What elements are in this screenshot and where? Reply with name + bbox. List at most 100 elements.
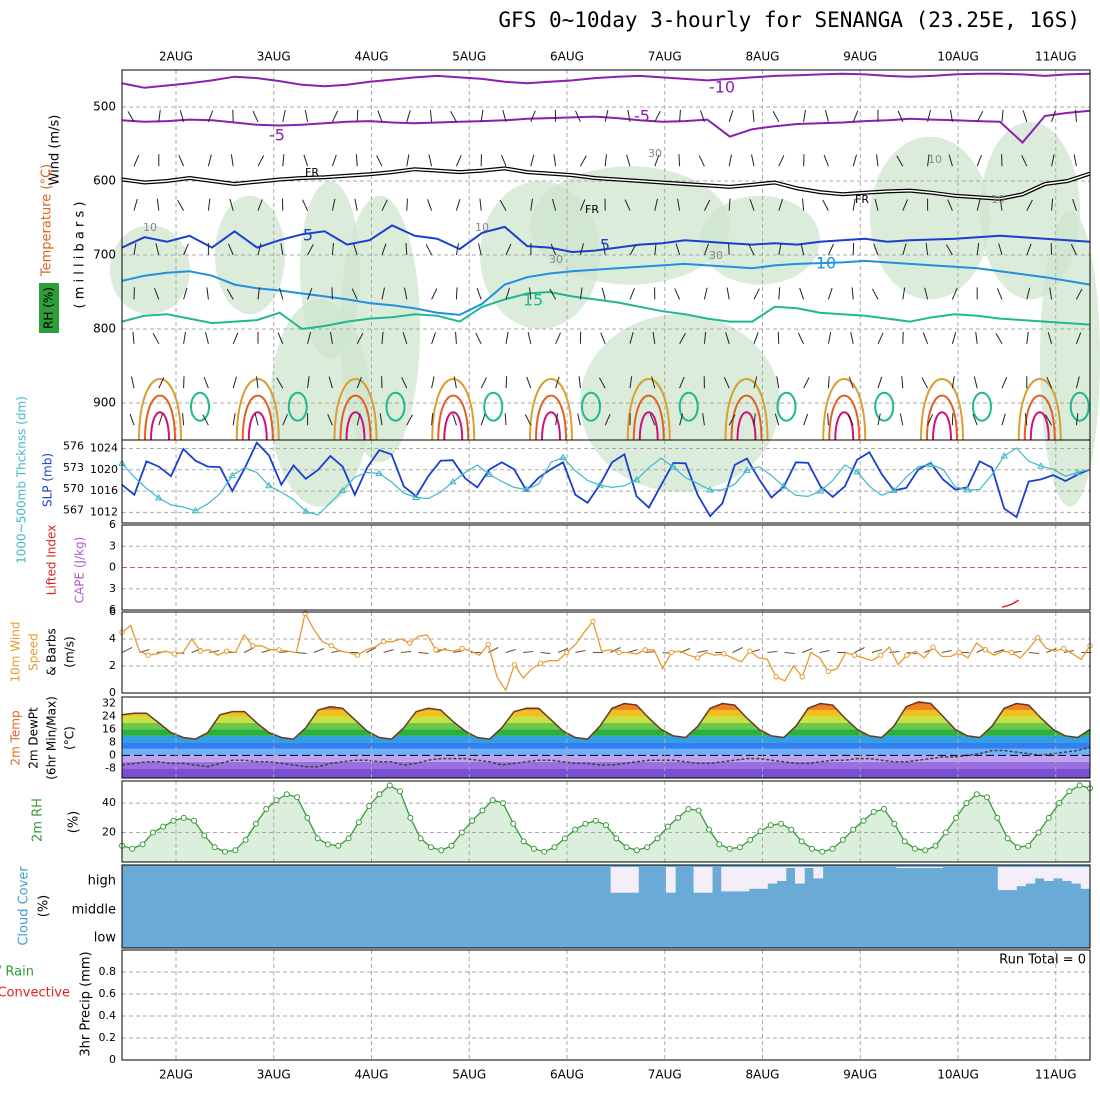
wind-speed-marker (1008, 649, 1015, 656)
wind-barb (702, 413, 705, 426)
rh-marker (232, 847, 239, 854)
wind-barb (603, 243, 606, 256)
rh-marker (376, 791, 383, 798)
cloud-tick-label: middle (72, 903, 116, 918)
isotherm-loop (150, 411, 170, 441)
surface-wind-barb (1028, 652, 1040, 654)
rh-marker (458, 829, 465, 836)
wind-speed-marker (564, 649, 570, 656)
temp-tick-label: 16 (102, 722, 116, 735)
wind-barb (948, 154, 953, 167)
isotherm-loop (736, 411, 757, 441)
run-total-label: Run Total = 0 (999, 953, 1086, 968)
wind-barb (381, 243, 387, 256)
thickness-marker (963, 486, 972, 493)
wind-speed-marker (825, 668, 832, 675)
rh-marker (901, 838, 908, 845)
wind-barb (331, 154, 337, 167)
surface-wind-barb (732, 647, 743, 653)
wind-barb (703, 243, 709, 256)
isotherm-loop (247, 411, 268, 441)
wind-barb (823, 154, 829, 167)
isotherm-loop (437, 394, 470, 441)
wind-barb (226, 288, 234, 300)
wind-barb (183, 331, 186, 344)
slp-tick-label: 1020 (90, 463, 118, 476)
wind-barb (505, 331, 509, 344)
cloud-clear-bar (794, 867, 805, 884)
isotherm-loop (144, 394, 176, 441)
isotherm-loop (138, 378, 182, 441)
wind-barb (921, 377, 929, 389)
wind-speed-marker (145, 652, 151, 658)
wind-barb (307, 332, 311, 344)
wind-barb (897, 110, 904, 122)
rh-marker (623, 844, 630, 851)
rh-marker (582, 820, 589, 827)
contour-label: FR (855, 193, 869, 206)
surface-wind-barb (418, 652, 429, 654)
wind-barb (480, 413, 486, 426)
wind-barb (703, 199, 711, 211)
date-tick-label-bottom: 11AUG (1035, 1068, 1077, 1082)
wind-barb (627, 109, 631, 122)
rh-marker (633, 847, 640, 854)
cloud-clear-bar (629, 867, 639, 893)
wind-barb (776, 376, 780, 389)
wind-barb (896, 155, 904, 167)
wind-barb (579, 199, 586, 211)
wind-barb (555, 376, 560, 389)
contour-label: 10 (928, 153, 942, 166)
surface-wind-barb (557, 648, 569, 653)
rh-marker (201, 832, 208, 839)
wind-barb (1070, 243, 1077, 256)
wind-barb (230, 154, 234, 167)
wind-barb (356, 376, 362, 389)
wind-speed-marker (537, 660, 544, 666)
wind-barb (330, 331, 333, 344)
wind-barb (552, 198, 557, 211)
wind-barb (351, 288, 358, 300)
wind-barb (331, 198, 336, 211)
wind-barb (550, 243, 557, 256)
rh-marker (850, 826, 857, 833)
wind-barb (652, 331, 656, 344)
li-tick-label: 6 (109, 518, 116, 531)
wind-barb (902, 243, 907, 256)
wind-barb (356, 332, 364, 345)
isotherm-loop (541, 411, 561, 441)
precip-tick-label: 0.4 (99, 1009, 117, 1022)
wind-barb (555, 332, 561, 345)
surface-wind-barb (802, 648, 813, 653)
wind-barb (178, 154, 185, 167)
wind-barb (679, 376, 685, 389)
wind-barb (158, 413, 163, 426)
thickness-marker (816, 487, 825, 494)
isotherm-loop (483, 391, 504, 422)
wind-speed-marker (773, 674, 779, 680)
wind-barb (873, 243, 879, 256)
rh-marker (767, 822, 774, 829)
rh-marker (366, 803, 373, 810)
rh-marker (1076, 782, 1083, 789)
cloud-clear-bar (785, 867, 796, 868)
wind-barb (331, 243, 334, 256)
wind-barb (654, 110, 661, 123)
wind-barb (1049, 287, 1053, 300)
wind-barb (976, 198, 981, 211)
wind-barb (1026, 243, 1032, 256)
wind-barb (207, 198, 211, 211)
isotherm-loop (431, 378, 476, 441)
wind-barb (752, 109, 755, 122)
contour-label: -5 (634, 107, 650, 126)
wind-barb (577, 413, 581, 426)
wind-barb (276, 377, 284, 389)
wind-barb (155, 243, 160, 256)
panel-wind-frame (121, 611, 1091, 694)
wind-barb (575, 110, 581, 123)
wind-barb (280, 243, 284, 256)
contour-label: 30 (709, 249, 723, 262)
precip-tick-label: 0.6 (99, 987, 117, 1000)
wind-barb (998, 243, 1003, 256)
wind-barb (132, 331, 135, 344)
